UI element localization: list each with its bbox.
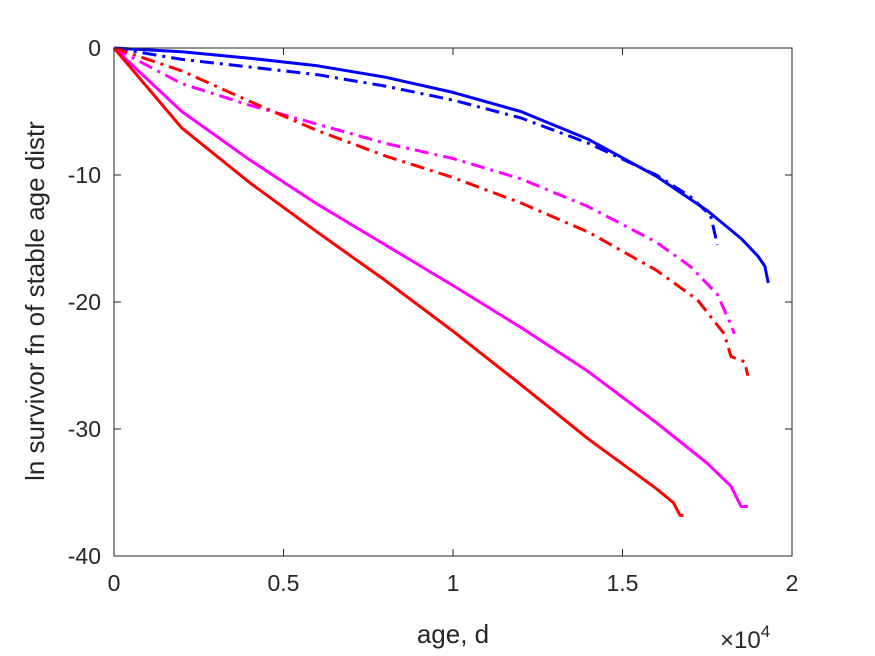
y-tick-label: -40 [68,543,101,569]
y-tick-label: 0 [88,35,101,61]
series-line-2 [113,46,719,246]
x-axis-label: age, d [417,619,489,649]
series-line-1 [113,46,770,284]
x-multiplier-label: ×104 [720,622,770,654]
y-axis-label: ln survivor fn of stable age distr [20,121,50,481]
x-tick-label: 0.5 [268,570,300,596]
plot-background [114,48,792,556]
y-tick-label: -10 [68,162,101,188]
series-line-4 [113,46,750,377]
x-tick-label: 2 [786,570,799,596]
ticks-layer: 0 0.5 1 1.5 2 0 -10 -20 -30 -40 [68,35,799,596]
y-tick-label: -30 [68,416,101,442]
series-line-5 [112,46,748,508]
x-multiplier-exponent: 4 [761,622,770,641]
y-tick-label: -20 [68,289,101,315]
series-line-3 [113,46,736,335]
series-layer [112,46,770,517]
x-tick-label: 0 [108,570,121,596]
x-tick-label: 1.5 [607,570,639,596]
series-line-6 [112,47,684,517]
x-multiplier-base: ×10 [720,627,761,654]
x-tick-label: 1 [447,570,460,596]
